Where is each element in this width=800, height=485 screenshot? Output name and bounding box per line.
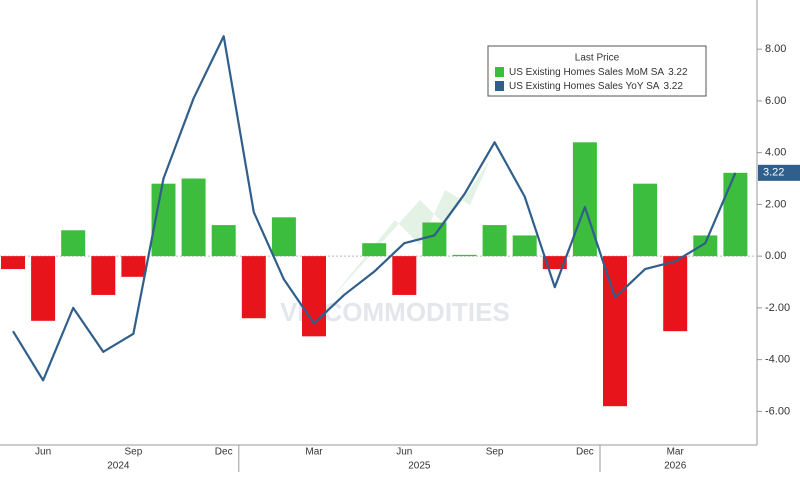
x-tick-label: Dec	[576, 447, 594, 458]
legend-name: US Existing Homes Sales YoY SA	[509, 81, 660, 92]
legend: Last Price US Existing Homes Sales MoM SA…	[487, 45, 707, 97]
y-tick-label: 6.00	[765, 95, 786, 107]
bar	[1, 256, 25, 270]
bar	[392, 256, 417, 295]
legend-swatch	[495, 67, 504, 77]
legend-entry: US Existing Homes Sales YoY SA 3.22	[509, 81, 683, 92]
bar	[31, 256, 56, 321]
bar	[121, 256, 146, 277]
line	[12, 35, 737, 382]
bar	[422, 222, 447, 257]
last-value-label: 3.22	[763, 167, 784, 179]
legend-entry: US Existing Homes Sales MoM SA 3.22	[509, 67, 688, 78]
bar	[452, 254, 477, 257]
x-tick-label: Sep	[486, 447, 504, 458]
legend-name: US Existing Homes Sales MoM SA	[509, 67, 664, 78]
bar	[241, 256, 266, 319]
y-tick-label: 8.00	[765, 43, 786, 55]
legend-box	[487, 45, 707, 97]
bar	[603, 256, 627, 407]
x-tick-label: Jun	[396, 447, 412, 458]
year-label: 2024	[107, 461, 130, 472]
x-tick-label: Mar	[667, 447, 685, 458]
legend-swatch	[495, 81, 504, 91]
x-tick-label: Dec	[215, 447, 233, 458]
bar	[512, 235, 537, 257]
legend-last-value: 3.22	[663, 81, 683, 92]
legend-last-value: 3.22	[668, 67, 688, 78]
y-tick-label: 4.00	[765, 147, 786, 159]
bar	[633, 183, 658, 257]
bar	[693, 235, 718, 257]
bar	[271, 217, 296, 257]
y-tick-label: 2.00	[765, 198, 786, 210]
x-tick-label: Sep	[125, 447, 143, 458]
last-value-tag	[758, 164, 800, 181]
bar	[211, 225, 236, 257]
x-tick-label: Jun	[35, 447, 51, 458]
y-tick-label: 0.00	[765, 250, 786, 262]
bar	[723, 172, 748, 257]
bar	[362, 243, 387, 257]
bar	[91, 256, 116, 295]
x-tick-label: Mar	[305, 447, 323, 458]
y-tick-label: -4.00	[765, 354, 790, 366]
watermark-arrow	[330, 160, 490, 300]
legend-title: Last Price	[575, 53, 620, 64]
y-tick-label: -2.00	[765, 302, 790, 314]
y-tick-label: -6.00	[765, 405, 790, 417]
bar	[572, 142, 597, 257]
bar	[482, 225, 507, 257]
year-label: 2026	[664, 461, 687, 472]
bar	[663, 256, 688, 332]
bar	[61, 230, 86, 257]
year-label: 2025	[408, 461, 431, 472]
bar	[181, 178, 206, 257]
